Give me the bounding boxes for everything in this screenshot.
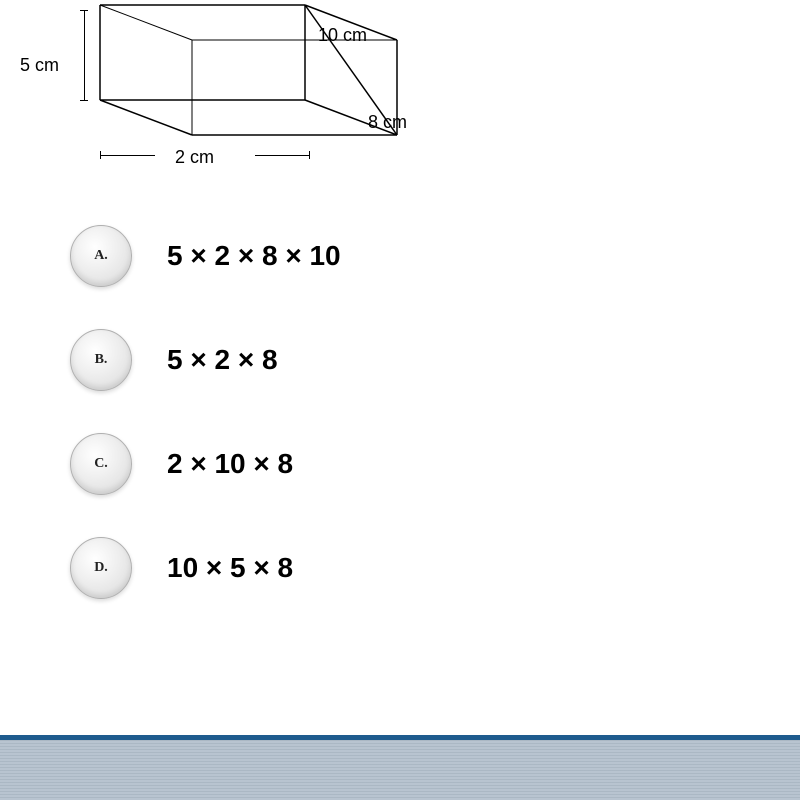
bracket-tick bbox=[80, 100, 88, 101]
option-button-a[interactable]: A. bbox=[70, 225, 132, 287]
rectangular-prism bbox=[95, 0, 405, 145]
option-text: 5 × 2 × 8 bbox=[167, 344, 278, 376]
box-diagram: 5 cm 10 cm 8 cm 2 cm bbox=[0, 0, 800, 180]
bracket-line bbox=[84, 10, 85, 100]
options-list: A. 5 × 2 × 8 × 10 B. 5 × 2 × 8 C. 2 × 10… bbox=[0, 180, 800, 599]
option-c: C. 2 × 10 × 8 bbox=[70, 433, 800, 495]
option-d: D. 10 × 5 × 8 bbox=[70, 537, 800, 599]
moire-pattern bbox=[0, 740, 800, 800]
option-a: A. 5 × 2 × 8 × 10 bbox=[70, 225, 800, 287]
option-button-c[interactable]: C. bbox=[70, 433, 132, 495]
worksheet: 5 cm 10 cm 8 cm 2 cm A. 5 × 2 × 8 × 10 B… bbox=[0, 0, 800, 740]
option-button-d[interactable]: D. bbox=[70, 537, 132, 599]
option-text: 5 × 2 × 8 × 10 bbox=[167, 240, 341, 272]
diagonal-label: 10 cm bbox=[318, 25, 367, 46]
option-text: 2 × 10 × 8 bbox=[167, 448, 293, 480]
bracket-tick bbox=[309, 151, 310, 159]
bracket-line bbox=[255, 155, 310, 156]
bracket-line bbox=[100, 155, 155, 156]
option-button-b[interactable]: B. bbox=[70, 329, 132, 391]
height-label: 5 cm bbox=[20, 55, 59, 76]
option-b: B. 5 × 2 × 8 bbox=[70, 329, 800, 391]
depth-label: 8 cm bbox=[368, 112, 407, 133]
option-text: 10 × 5 × 8 bbox=[167, 552, 293, 584]
width-label: 2 cm bbox=[175, 147, 214, 168]
